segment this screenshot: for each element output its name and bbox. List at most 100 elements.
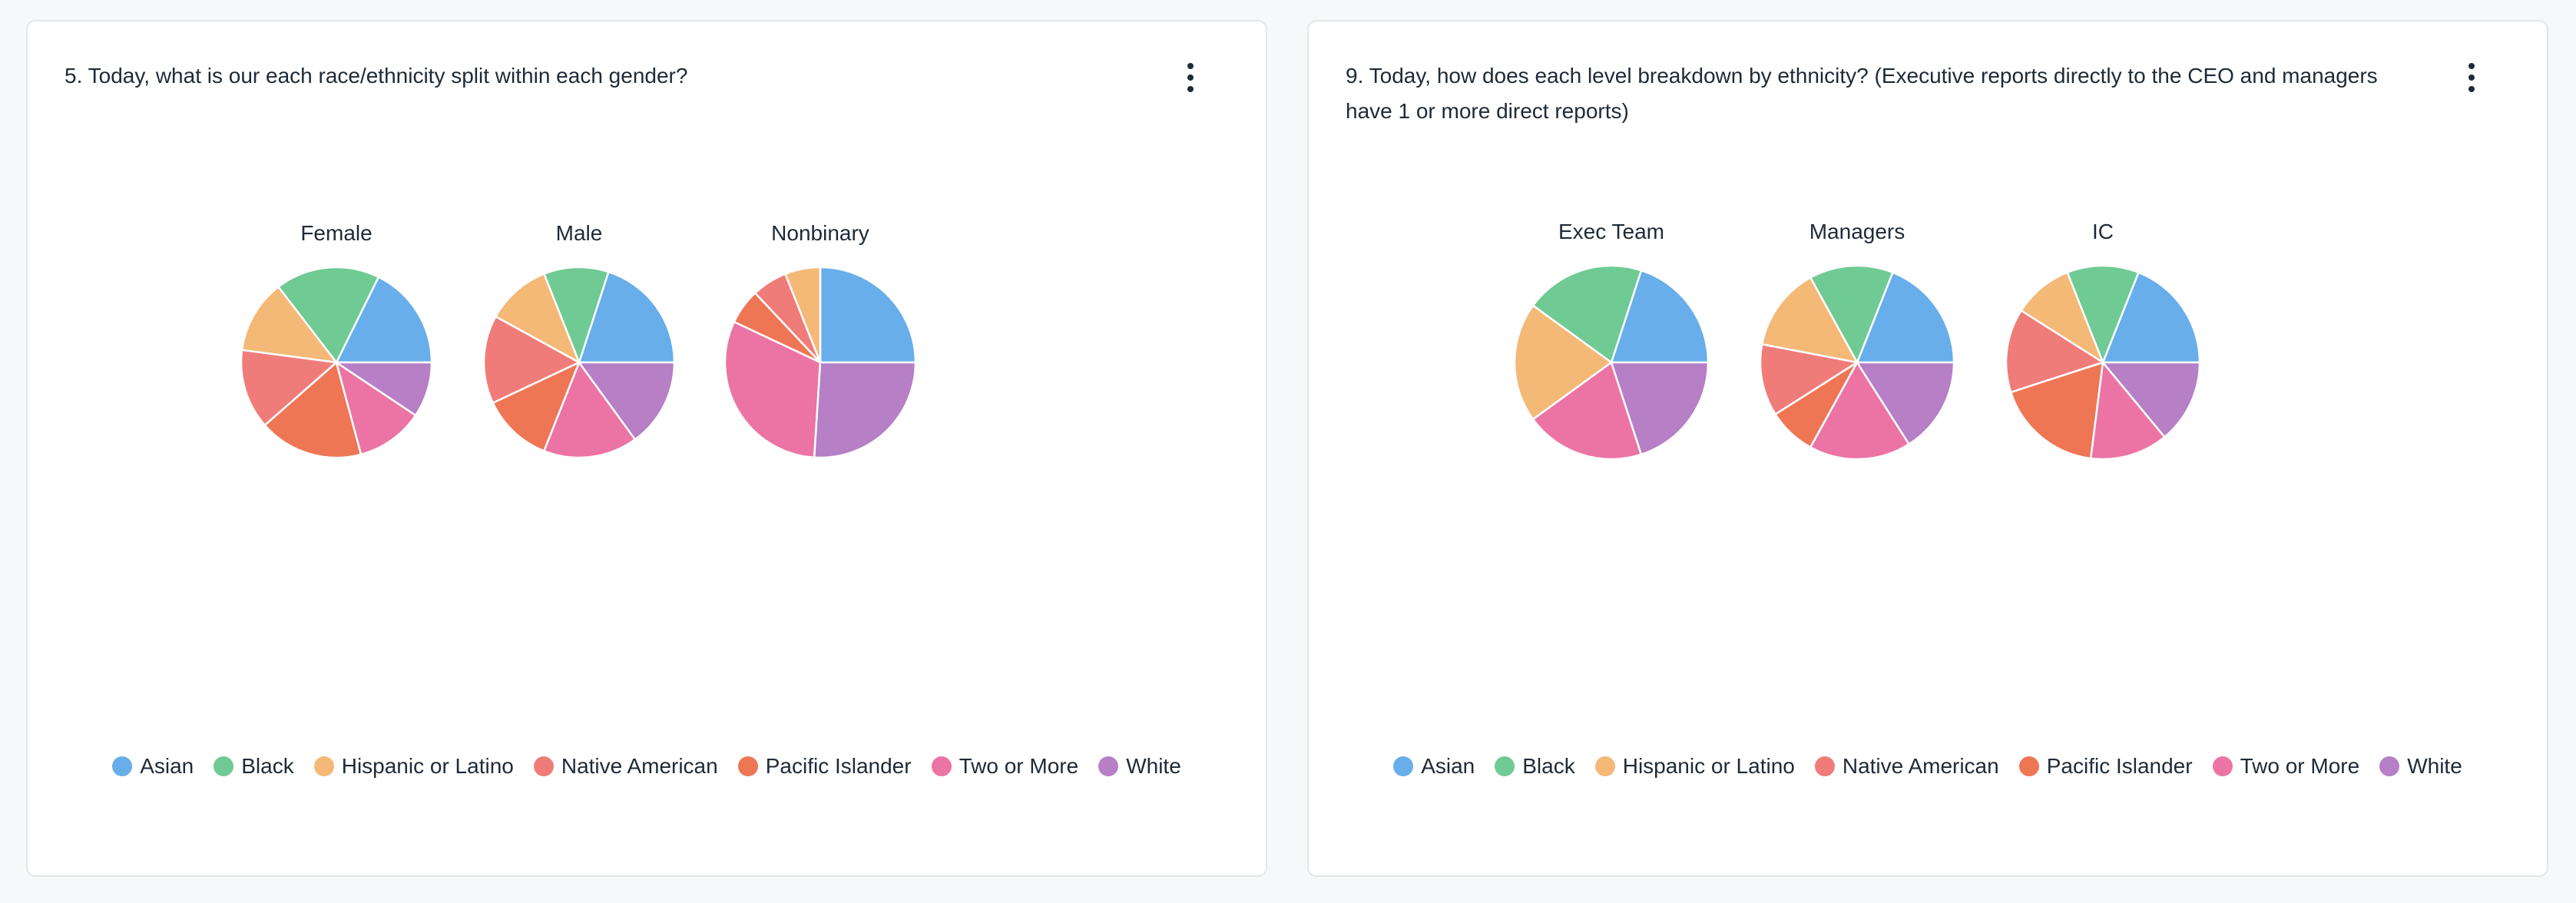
legend-item-black[interactable]: Black [214, 754, 294, 779]
pie-slice-managers-hispanic-or-latino[interactable] [1760, 276, 1859, 364]
pie-slice-female-white[interactable] [335, 361, 433, 417]
pie-male: Male [482, 221, 676, 459]
legend-item-white[interactable]: White [1098, 754, 1181, 779]
legend-item-native-american[interactable]: Native American [1814, 754, 1999, 779]
legend-swatch [313, 756, 334, 776]
legend-swatch [533, 756, 554, 776]
legend-label: White [2407, 754, 2462, 778]
pie-slice-male-pacific-islander[interactable] [492, 361, 581, 452]
pie-slice-male-native-american[interactable] [482, 316, 581, 405]
pie-slice-male-two-or-more[interactable] [543, 361, 637, 459]
more-options-icon [1187, 63, 1194, 69]
pie-slice-ic-black[interactable] [2066, 264, 2140, 364]
legend-label: Asian [1421, 754, 1475, 778]
pie-slice-exec-team-two-or-more[interactable] [1531, 361, 1643, 461]
pie-slice-ic-asian[interactable] [2101, 271, 2201, 364]
legend-swatch [737, 756, 758, 776]
legend-label: White [1126, 754, 1181, 778]
legend-label: Asian [140, 754, 194, 778]
legend-label: Two or More [2240, 754, 2360, 778]
pie-slice-male-hispanic-or-latino[interactable] [495, 273, 581, 364]
legend-label: Hispanic or Latino [341, 754, 514, 778]
pie-chart-area: Exec Team Managers IC [1513, 220, 2201, 461]
pie-chart-area: Female Male Nonbinary [240, 221, 917, 459]
chart-card-level-ethnicity: 9. Today, how does each level breakdown … [1307, 20, 2548, 877]
legend-swatch [1098, 756, 1119, 776]
pie-slice-ic-hispanic-or-latino[interactable] [2020, 271, 2104, 364]
pie-slice-nonbinary-white[interactable] [813, 361, 917, 459]
pie-slice-exec-team-asian[interactable] [1610, 269, 1710, 364]
legend-item-hispanic-or-latino[interactable]: Hispanic or Latino [313, 754, 514, 779]
legend-label: Pacific Islander [765, 754, 912, 778]
pie-slice-ic-two-or-more[interactable] [2089, 361, 2166, 461]
pie-slice-ic-white[interactable] [2101, 361, 2201, 438]
pie-slice-female-pacific-islander[interactable] [263, 361, 363, 459]
pie-slice-female-native-american[interactable] [240, 349, 338, 427]
legend-item-hispanic-or-latino[interactable]: Hispanic or Latino [1594, 754, 1795, 779]
legend-label: Black [1522, 754, 1575, 778]
pie-slice-nonbinary-two-or-more[interactable] [723, 320, 822, 459]
legend-item-black[interactable]: Black [1495, 754, 1575, 779]
pie-slice-female-asian[interactable] [335, 276, 433, 364]
legend-item-two-or-more[interactable]: Two or More [931, 754, 1079, 779]
chart-legend: Asian Black Hispanic or Latino Native Ameri… [1309, 754, 2547, 779]
pie-slice-exec-team-white[interactable] [1610, 361, 1710, 456]
legend-swatch [931, 756, 952, 776]
pie-slice-male-black[interactable] [543, 266, 610, 364]
pie-slice-female-two-or-more[interactable] [335, 361, 417, 456]
legend-item-asian[interactable]: Asian [112, 754, 194, 779]
pie-label-male: Male [556, 221, 603, 245]
legend-swatch [112, 756, 133, 776]
pie-slice-ic-pacific-islander[interactable] [2009, 361, 2104, 460]
pie-slice-female-black[interactable] [277, 266, 380, 364]
pie-slice-exec-team-hispanic-or-latino[interactable] [1513, 304, 1613, 421]
pie-slice-female-hispanic-or-latino[interactable] [240, 286, 338, 364]
legend-label: Native American [1842, 754, 1999, 778]
pie-managers: Managers [1759, 220, 1955, 461]
pie-slice-male-asian[interactable] [578, 270, 676, 364]
pie-label-managers: Managers [1809, 220, 1906, 243]
chart-title: 5. Today, what is our each race/ethnicit… [65, 64, 688, 88]
chart-title: 9. Today, how does each level breakdown … [1346, 64, 2378, 123]
pie-label-ic: IC [2092, 220, 2114, 243]
legend-swatch [1495, 756, 1515, 776]
pie-slice-nonbinary-asian[interactable] [819, 266, 917, 364]
pie-slice-managers-black[interactable] [1809, 264, 1894, 364]
pie-slice-exec-team-black[interactable] [1531, 264, 1643, 364]
pie-slice-male-white[interactable] [578, 361, 676, 441]
legend-item-asian[interactable]: Asian [1393, 754, 1475, 779]
more-options-button[interactable] [2458, 58, 2485, 97]
chart-legend: Asian Black Hispanic or Latino Native Ameri… [28, 754, 1266, 779]
pie-slice-managers-asian[interactable] [1856, 271, 1955, 364]
legend-swatch [2212, 756, 2233, 776]
legend-label: Hispanic or Latino [1622, 754, 1795, 778]
pie-nonbinary: Nonbinary [723, 221, 917, 459]
pie-slice-ic-native-american[interactable] [2005, 309, 2104, 394]
pie-label-female: Female [300, 221, 372, 245]
legend-item-white[interactable]: White [2379, 754, 2462, 779]
more-options-button[interactable] [1177, 58, 1204, 97]
legend-swatch [1814, 756, 1835, 776]
legend-label: Black [241, 754, 294, 778]
pie-label-exec-team: Exec Team [1558, 220, 1664, 243]
pie-slice-managers-two-or-more[interactable] [1809, 361, 1910, 461]
legend-item-two-or-more[interactable]: Two or More [2212, 754, 2360, 779]
legend-item-pacific-islander[interactable]: Pacific Islander [737, 754, 912, 779]
more-options-icon [2468, 63, 2475, 69]
pie-exec-team: Exec Team [1513, 220, 1710, 461]
legend-item-pacific-islander[interactable]: Pacific Islander [2018, 754, 2193, 779]
pie-ic: IC [2005, 220, 2201, 461]
pie-label-nonbinary: Nonbinary [771, 221, 869, 245]
legend-swatch [1594, 756, 1615, 776]
legend-swatch [1393, 756, 1414, 776]
pie-slice-managers-native-american[interactable] [1759, 343, 1859, 415]
pie-slice-managers-white[interactable] [1856, 361, 1955, 445]
legend-swatch [2379, 756, 2400, 776]
legend-label: Two or More [959, 754, 1079, 778]
chart-card-gender-ethnicity: 5. Today, what is our each race/ethnicit… [26, 20, 1267, 877]
legend-swatch [2018, 756, 2039, 776]
pie-female: Female [240, 221, 433, 459]
legend-item-native-american[interactable]: Native American [533, 754, 718, 779]
legend-label: Pacific Islander [2046, 754, 2193, 778]
legend-label: Native American [561, 754, 718, 778]
